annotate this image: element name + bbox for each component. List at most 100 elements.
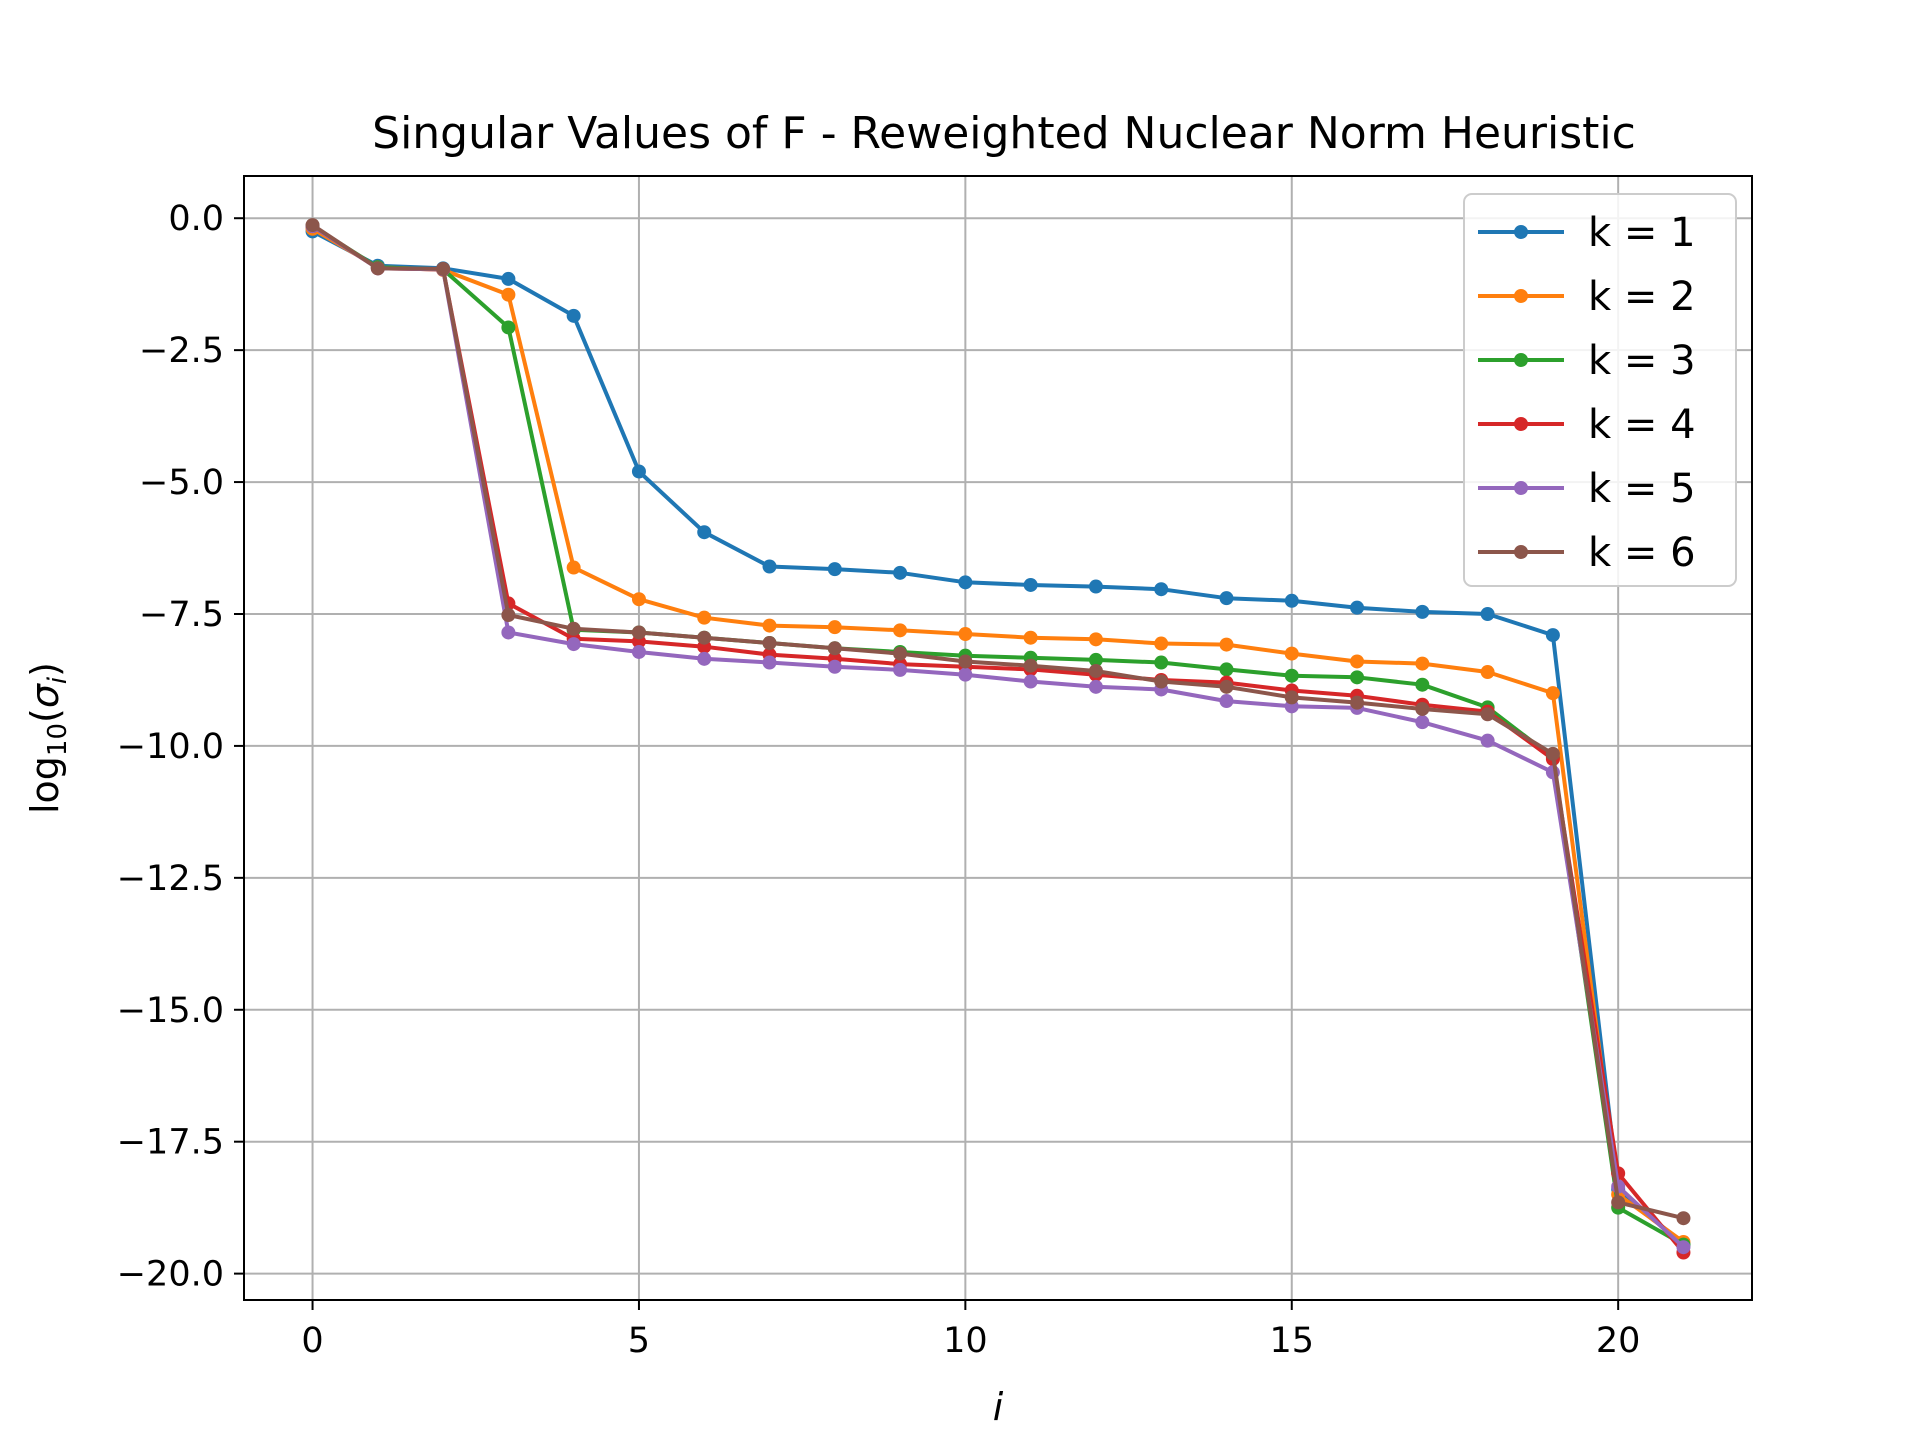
y-tick-label: 0.0: [168, 199, 224, 239]
series-line: [311, 223, 1684, 1221]
y-tick-label: −10.0: [117, 727, 224, 767]
data-point: [631, 644, 646, 659]
legend-item: k = 3: [1478, 338, 1696, 384]
data-point: [631, 464, 646, 479]
data-point: [501, 608, 516, 623]
data-point: [1350, 695, 1365, 710]
data-point: [1088, 679, 1103, 694]
y-tick-label: −7.5: [139, 595, 224, 635]
y-label-log: log: [23, 756, 67, 814]
series-line: [311, 224, 1685, 1249]
y-label-log-base: 10: [43, 723, 73, 756]
y-axis-label: log10(σi): [23, 662, 73, 814]
legend-swatch-marker: [1514, 225, 1528, 239]
data-point: [1088, 632, 1103, 647]
data-point: [1154, 674, 1169, 689]
series-line: [311, 229, 1685, 1247]
data-point: [566, 560, 581, 575]
data-point: [1219, 591, 1234, 606]
data-point: [1088, 579, 1103, 594]
data-point: [893, 623, 908, 638]
data-point: [1284, 690, 1299, 705]
x-tick-label: 20: [1596, 1321, 1641, 1361]
data-point: [1284, 593, 1299, 608]
data-point: [958, 627, 973, 642]
data-point: [566, 637, 581, 652]
data-point: [1088, 652, 1103, 667]
data-point: [1023, 658, 1038, 673]
data-point: [305, 218, 320, 233]
data-point: [762, 618, 777, 633]
data-point: [1415, 701, 1430, 716]
y-label-close-paren: ): [23, 662, 67, 677]
y-tick-label: −5.0: [139, 463, 224, 503]
x-axis-label: i: [993, 1385, 1004, 1429]
y-tick-label: −2.5: [139, 331, 224, 371]
data-point: [631, 592, 646, 607]
data-point: [762, 655, 777, 670]
legend-item: k = 4: [1478, 402, 1696, 448]
legend-label: k = 3: [1588, 338, 1696, 384]
y-label-open-paren: (: [23, 708, 67, 723]
y-tick-label: −12.5: [117, 859, 224, 899]
data-point: [827, 620, 842, 635]
data-point: [1611, 1195, 1626, 1210]
data-point: [958, 575, 973, 590]
data-point: [893, 565, 908, 580]
x-tick-label: 15: [1269, 1321, 1314, 1361]
legend-swatch-marker: [1514, 545, 1528, 559]
y-label-sigma: σ: [23, 682, 67, 708]
data-point: [1219, 662, 1234, 677]
legend-swatch-marker: [1514, 353, 1528, 367]
data-point: [1350, 654, 1365, 669]
data-point: [1284, 646, 1299, 661]
legend-label: k = 1: [1588, 210, 1696, 256]
legend-item: k = 6: [1478, 530, 1696, 576]
x-tick-label: 10: [943, 1321, 988, 1361]
data-point: [631, 625, 646, 640]
legend-label: k = 4: [1588, 402, 1696, 448]
data-point: [1480, 733, 1495, 748]
legend-swatch-marker: [1514, 289, 1528, 303]
data-point: [1415, 715, 1430, 730]
data-point: [697, 610, 712, 625]
legend-swatch-marker: [1514, 481, 1528, 495]
data-point: [893, 646, 908, 661]
data-point: [827, 641, 842, 656]
series-line: [311, 224, 1685, 1247]
legend-label: k = 2: [1588, 274, 1696, 320]
series-line: [311, 227, 1685, 1244]
data-point: [1350, 600, 1365, 615]
data-point: [1219, 679, 1234, 694]
x-tick-label: 0: [301, 1321, 323, 1361]
data-point: [697, 525, 712, 540]
data-point: [827, 659, 842, 674]
legend: k = 1 k = 2 k = 3 k = 4 k = 5 k = 6: [1463, 193, 1737, 587]
data-point: [501, 320, 516, 335]
legend-item: k = 5: [1478, 466, 1696, 512]
plot-frame: [243, 175, 1753, 1301]
data-point: [893, 662, 908, 677]
data-point: [1480, 606, 1495, 621]
series-k6: [305, 218, 1691, 1226]
data-point: [501, 271, 516, 286]
data-point: [436, 261, 451, 276]
data-point: [1219, 637, 1234, 652]
data-point: [1545, 628, 1560, 643]
data-point: [1415, 677, 1430, 692]
data-point: [566, 308, 581, 323]
data-point: [1545, 686, 1560, 701]
data-point: [1545, 746, 1560, 761]
data-point: [762, 636, 777, 651]
data-point: [1154, 582, 1169, 597]
y-tick-label: −17.5: [117, 1123, 224, 1163]
legend-item: k = 2: [1478, 274, 1696, 320]
y-tick-label: −20.0: [117, 1255, 224, 1295]
data-point: [501, 287, 516, 302]
y-label-sigma-index: i: [43, 676, 73, 684]
data-point: [1480, 707, 1495, 722]
y-tick-label: −15.0: [117, 991, 224, 1031]
data-point: [1480, 665, 1495, 680]
data-point: [1350, 670, 1365, 685]
